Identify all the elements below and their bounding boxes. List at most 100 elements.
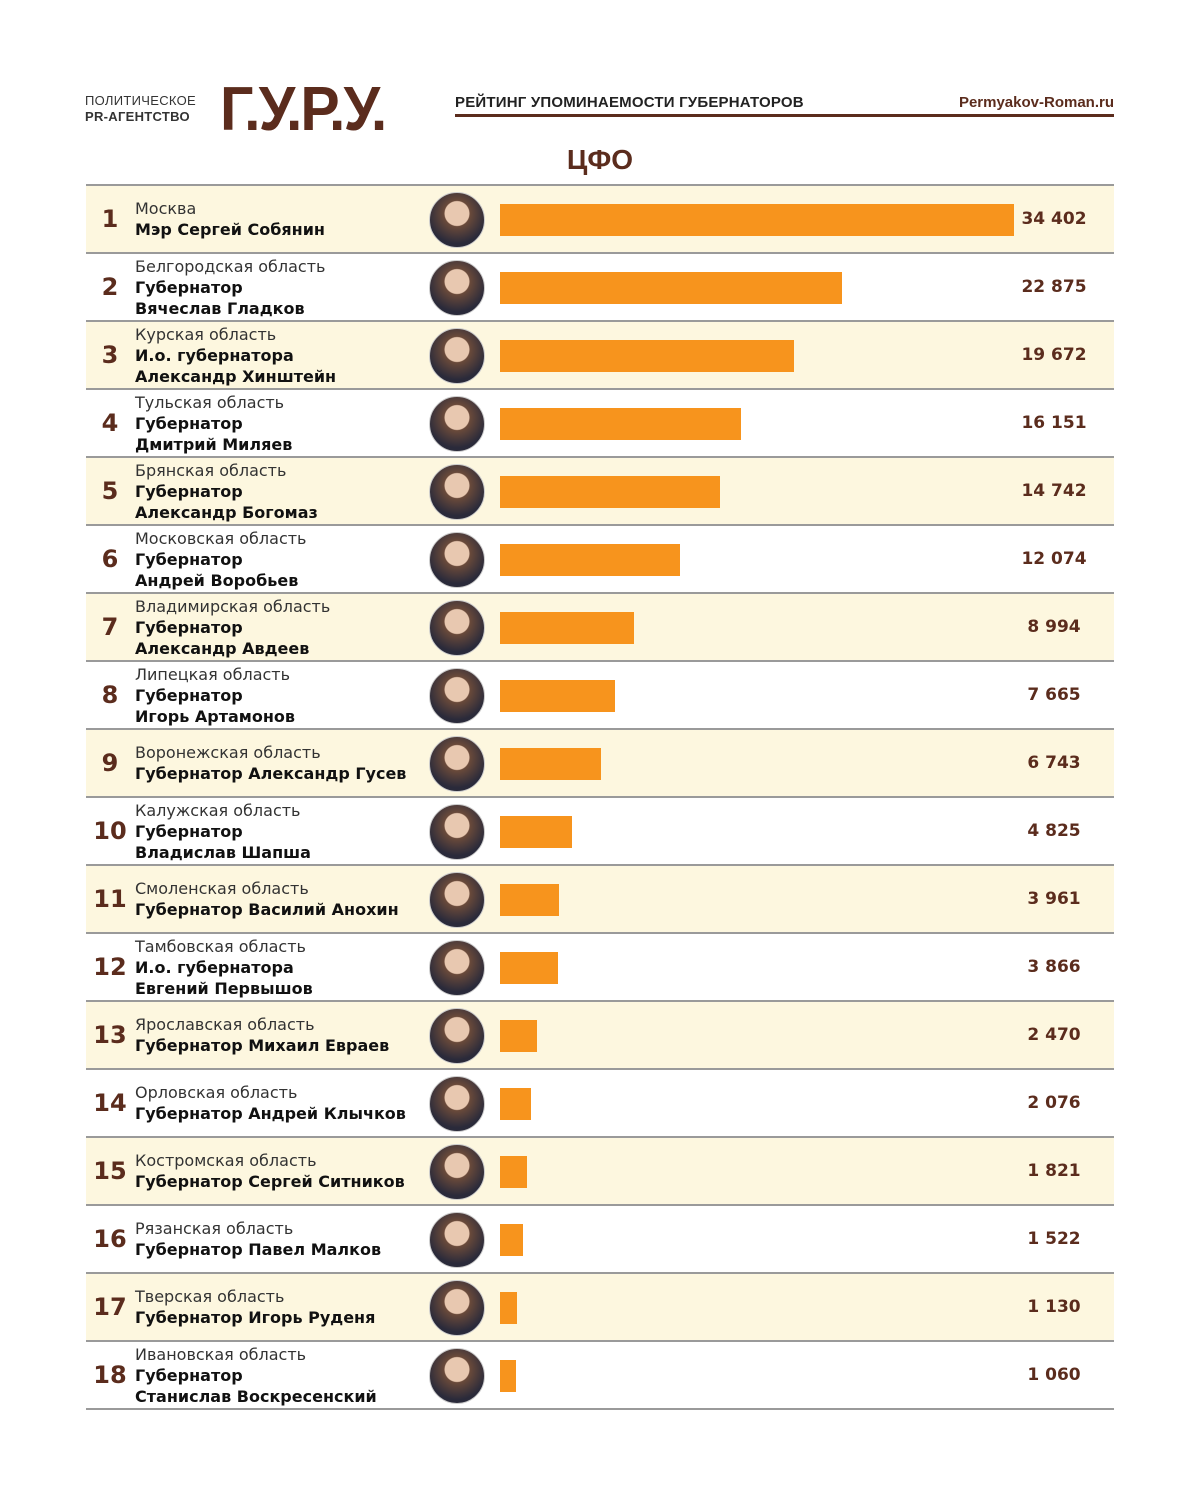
table-row: 2 Белгородская область Губернатор Вячеслав… [86,254,1114,322]
region-name: Тверская область [135,1287,285,1306]
governor-info: Тамбовская область И.о. губернатора Евгени… [135,934,313,1000]
table-row: 14 Орловская область Губернатор Андрей Кл… [86,1070,1114,1138]
governor-name: Губернатор Василий Анохин [135,900,399,919]
governor-name: Губернатор Игорь Руденя [135,1308,376,1327]
governor-name: Губернатор [135,1365,243,1385]
bar [500,204,1014,236]
value-label: 12 074 [1021,549,1087,569]
rank-number: 4 [101,409,119,437]
table-row: 7 Владимирская область Губернатор Александ… [86,594,1114,662]
governor-photo [429,1280,485,1336]
governor-photo [429,668,485,724]
value-label: 3 866 [1027,957,1081,977]
governor-info: Ивановская область Губернатор Станислав Во… [135,1342,377,1408]
logo: Г.У.Р.У. [220,75,387,144]
governor-photo [429,1212,485,1268]
bar [500,1360,516,1392]
governor-photo [429,464,485,520]
region-name: Калужская область [135,800,301,820]
governor-name: Губернатор [135,685,243,705]
governor-info: Брянская область Губернатор Александр Бого… [135,458,318,524]
value-label: 2 076 [1027,1093,1081,1113]
governor-name: Губернатор [135,481,243,501]
region-name: Смоленская область [135,879,309,898]
table-row: 8 Липецкая область Губернатор Игорь Артамо… [86,662,1114,730]
agency-label: ПОЛИТИЧЕСКОЕ PR-АГЕНТСТВО [85,93,196,125]
rank-number: 16 [93,1225,127,1253]
governor-info: Владимирская область Губернатор Александр … [135,594,330,660]
ranking-table: 1 Москва Мэр Сергей Собянин 34 402 2 Белго… [86,184,1114,1410]
value-label: 1 060 [1027,1365,1081,1385]
bar [500,748,601,780]
rank-number: 10 [93,817,127,845]
header-divider [455,114,1114,117]
rank-number: 2 [101,273,119,301]
governor-name: Губернатор Павел Малков [135,1240,382,1259]
governor-name: Дмитрий Миляев [135,434,293,454]
value-label: 7 665 [1027,685,1081,705]
governor-photo [429,1144,485,1200]
region-name: Тамбовская область [135,936,306,956]
governor-name: Александр Богомаз [135,502,318,522]
governor-name: Губернатор Александр Гусев [135,764,407,783]
bar [500,1292,517,1324]
region-name: Москва [135,199,197,218]
governor-name: Мэр Сергей Собянин [135,220,325,239]
chart-title: ЦФО [566,144,634,175]
value-label: 19 672 [1021,345,1087,365]
table-row: 13 Ярославская область Губернатор Михаил … [86,1002,1114,1070]
region-name: Воронежская область [135,743,321,762]
site-link[interactable]: Permyakov-Roman.ru [958,94,1114,111]
governor-name: Андрей Воробьев [135,570,299,590]
governor-name: Губернатор Михаил Евраев [135,1036,390,1055]
value-label: 34 402 [1021,209,1087,229]
value-label: 16 151 [1021,413,1087,433]
table-row: 18 Ивановская область Губернатор Станислав… [86,1342,1114,1410]
rank-number: 7 [101,613,119,641]
region-name: Московская область [135,528,307,548]
governor-info: Москва Мэр Сергей Собянин [135,186,325,252]
governor-info: Воронежская область Губернатор Александр … [135,730,406,796]
governor-photo [429,328,485,384]
governor-info: Курская область И.о. губернатора Александр… [135,322,336,388]
bar [500,408,742,440]
governor-name: Губернатор [135,413,243,433]
region-name: Тульская область [135,392,285,412]
bar [500,1224,523,1256]
rank-number: 12 [93,953,127,981]
value-label: 1 821 [1027,1161,1081,1181]
value-label: 1 522 [1027,1229,1081,1249]
bar [500,884,560,916]
bar [500,544,681,576]
governor-name: Александр Авдеев [135,638,310,658]
region-name: Ярославская область [135,1015,315,1034]
rank-number: 11 [93,885,127,913]
table-row: 15 Костромская область Губернатор Сергей … [86,1138,1114,1206]
region-name: Костромская область [135,1151,317,1170]
governor-photo [429,1008,485,1064]
region-name: Курская область [135,324,277,344]
bar [500,1156,528,1188]
agency-line-1: ПОЛИТИЧЕСКОЕ [85,93,197,108]
rank-number: 5 [101,477,119,505]
bar [500,340,794,372]
table-row: 9 Воронежская область Губернатор Александ… [86,730,1114,798]
region-name: Липецкая область [135,664,291,684]
governor-name: Губернатор [135,821,243,841]
bar [500,1088,531,1120]
governor-info: Тульская область Губернатор Дмитрий Миляев [135,390,292,456]
rank-number: 14 [93,1089,127,1117]
governor-photo [429,600,485,656]
governor-name: Игорь Артамонов [135,706,296,726]
table-row: 11 Смоленская область Губернатор Василий … [86,866,1114,934]
bar [500,1020,537,1052]
governor-photo [429,1076,485,1132]
governor-name: Владислав Шапша [135,842,311,862]
governor-name: Вячеслав Гладков [135,298,305,318]
governor-info: Калужская область Губернатор Владислав Шап… [135,798,311,864]
table-row: 6 Московская область Губернатор Андрей Вор… [86,526,1114,594]
value-label: 14 742 [1021,481,1087,501]
table-row: 1 Москва Мэр Сергей Собянин 34 402 [86,186,1114,254]
region-name: Ивановская область [135,1344,307,1364]
region-name: Рязанская область [135,1219,294,1238]
